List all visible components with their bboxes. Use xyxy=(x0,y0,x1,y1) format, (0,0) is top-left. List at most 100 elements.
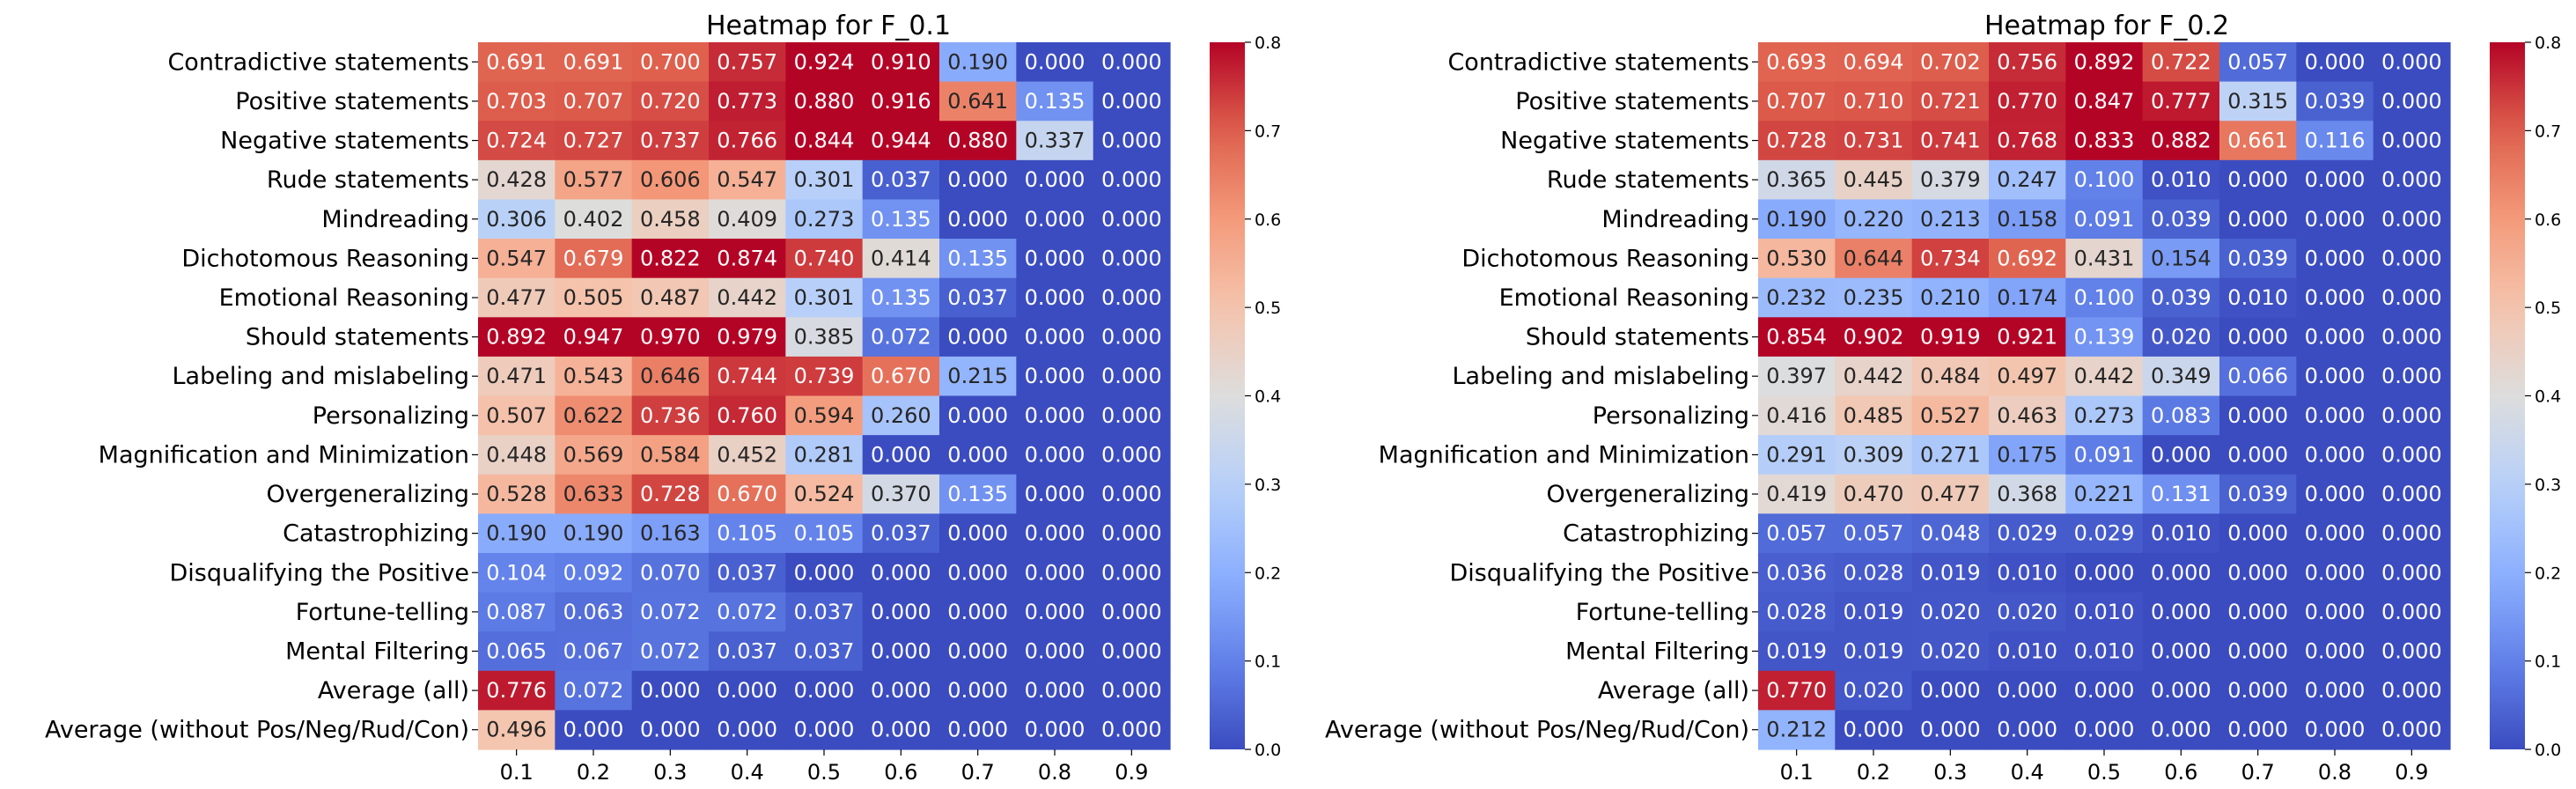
heatmap-cell xyxy=(555,159,633,201)
cell-value-label: 0.924 xyxy=(794,49,855,74)
heatmap-cell xyxy=(939,395,1017,436)
cell-value-label: 0.000 xyxy=(2227,560,2288,585)
cell-value-label: 0.235 xyxy=(1844,285,1904,310)
heatmap-cell xyxy=(862,395,940,436)
cell-value-label: 0.000 xyxy=(947,325,1008,350)
cell-value-label: 0.000 xyxy=(2151,678,2212,703)
heatmap-cell xyxy=(1758,670,1836,711)
cell-value-label: 0.000 xyxy=(2381,442,2442,467)
heatmap-cell xyxy=(1016,239,1094,279)
cell-value-label: 0.212 xyxy=(1766,718,1827,742)
cell-value-label: 0.485 xyxy=(1844,403,1904,428)
cell-value-label: 0.000 xyxy=(1101,560,1162,585)
heatmap-cell xyxy=(862,277,940,318)
heatmap-cell xyxy=(1758,81,1836,122)
cell-value-label: 0.000 xyxy=(1101,167,1162,192)
heatmap-cell xyxy=(1093,552,1171,594)
heatmap-cell xyxy=(2373,81,2451,122)
cell-value-label: 0.000 xyxy=(2227,521,2288,546)
cell-value-label: 0.409 xyxy=(717,207,777,232)
heatmap-cell xyxy=(1911,42,1990,83)
cell-value-label: 0.470 xyxy=(1844,482,1904,506)
heatmap-cell xyxy=(1835,121,1913,161)
row-label: Average (all) xyxy=(1598,677,1749,704)
cell-value-label: 0.776 xyxy=(486,678,547,703)
heatmap-cell xyxy=(2142,42,2220,83)
row-label: Disqualifying the Positive xyxy=(170,559,469,586)
cell-value-label: 0.210 xyxy=(1920,285,1981,310)
cell-value-label: 0.000 xyxy=(947,718,1008,742)
cell-value-label: 0.770 xyxy=(1997,89,2057,114)
heatmap-cell xyxy=(2065,592,2144,632)
heatmap-cell xyxy=(1093,670,1171,711)
heatmap-cell xyxy=(2142,395,2220,436)
row-label: Average (without Pos/Neg/Rud/Con) xyxy=(1325,717,1749,744)
cell-value-label: 0.037 xyxy=(871,167,931,192)
heatmap-cell xyxy=(2065,42,2144,83)
heatmap-cell xyxy=(2373,199,2451,240)
cell-value-label: 0.703 xyxy=(486,89,547,114)
heatmap-cell xyxy=(1911,395,1990,436)
heatmap-cell xyxy=(631,356,710,397)
cell-value-label: 0.766 xyxy=(717,129,777,153)
heatmap-cell xyxy=(1758,592,1836,632)
colorbar-tick-label: 0.0 xyxy=(1255,741,1281,760)
heatmap-cell xyxy=(555,592,633,632)
heatmap-cell xyxy=(478,239,556,279)
row-label: Contradictive statements xyxy=(167,48,469,76)
heatmap-cell xyxy=(1093,356,1171,397)
cell-value-label: 0.445 xyxy=(1844,167,1904,192)
cell-value-label: 0.019 xyxy=(1844,600,1904,624)
heatmap-cell xyxy=(478,159,556,201)
cell-value-label: 0.000 xyxy=(2305,246,2366,270)
cell-value-label: 0.020 xyxy=(1920,600,1981,624)
heatmap-cell xyxy=(939,239,1017,279)
heatmap-cell xyxy=(1911,317,1990,358)
heatmap-cell xyxy=(1758,317,1836,358)
cell-value-label: 0.260 xyxy=(871,403,931,428)
heatmap-cell xyxy=(1093,474,1171,514)
x-tick-labels: 0.1 0.2 0.3 0.4 0.5 0.6 0.7 0.8 0.9 xyxy=(1780,749,2428,785)
cell-value-label: 0.880 xyxy=(947,129,1008,153)
cell-value-label: 0.104 xyxy=(486,560,547,585)
colorbar-tick-label: 0.2 xyxy=(2535,564,2561,583)
heatmap-cell xyxy=(1989,239,2066,279)
cell-value-label: 0.740 xyxy=(794,246,855,270)
heatmap-cell xyxy=(478,356,556,397)
cell-value-label: 0.000 xyxy=(2381,600,2442,624)
heatmap-cell xyxy=(1758,356,1836,397)
row-labels: Contradictive statements Positive stateme… xyxy=(1325,48,1758,744)
cell-value-label: 0.000 xyxy=(563,718,624,742)
heatmap-cell xyxy=(2142,277,2220,318)
cell-value-label: 0.039 xyxy=(2227,246,2288,270)
heatmap-cell xyxy=(2142,317,2220,358)
heatmap-cell xyxy=(2219,435,2297,476)
chart-title: Heatmap for F_0.2 xyxy=(1984,11,2229,41)
cell-value-label: 0.247 xyxy=(1997,167,2057,192)
cell-value-label: 0.105 xyxy=(794,521,855,546)
cell-value-label: 0.039 xyxy=(2227,482,2288,506)
heatmap-cell xyxy=(2296,670,2374,711)
heatmap-cell xyxy=(2219,199,2297,240)
cell-value-label: 0.019 xyxy=(1920,560,1981,585)
row-label: Negative statements xyxy=(220,128,469,155)
heatmap-cell xyxy=(2296,592,2374,632)
colorbar-tick-label: 0.0 xyxy=(2535,741,2561,760)
cell-value-label: 0.000 xyxy=(1025,207,1086,232)
cell-value-label: 0.072 xyxy=(640,600,701,624)
cell-value-label: 0.000 xyxy=(2381,560,2442,585)
colorbar-tick-label: 0.3 xyxy=(2535,476,2561,495)
heatmap-cell xyxy=(1911,710,1990,750)
heatmap-cell xyxy=(631,199,710,240)
cell-value-label: 0.215 xyxy=(947,364,1008,388)
cell-value-label: 0.707 xyxy=(563,89,624,114)
cell-value-label: 0.000 xyxy=(2305,521,2366,546)
heatmap-cell xyxy=(939,592,1017,632)
heatmap-cell xyxy=(1016,513,1094,554)
heatmap-cell xyxy=(2373,435,2451,476)
heatmap-cell xyxy=(1989,631,2066,672)
heatmap-cell xyxy=(1835,592,1913,632)
cell-value-label: 0.431 xyxy=(2074,246,2135,270)
heatmap-cell xyxy=(1758,277,1836,318)
cell-value-label: 0.728 xyxy=(1766,129,1827,153)
